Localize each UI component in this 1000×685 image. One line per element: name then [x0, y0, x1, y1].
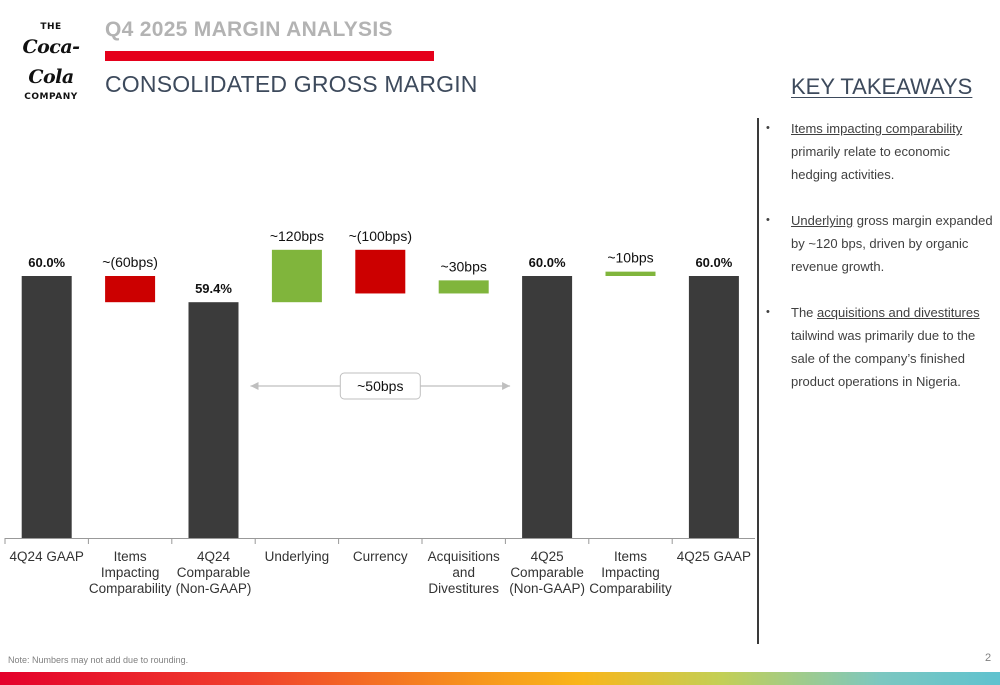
red-accent-bar	[105, 51, 434, 61]
footnote: Note: Numbers may not add due to roundin…	[8, 655, 189, 665]
bar-decrease	[355, 249, 406, 294]
bullet-icon: •	[766, 214, 770, 226]
bar-increase	[271, 249, 322, 303]
takeaway-item: • Items impacting comparability primarily…	[766, 117, 996, 186]
takeaway-link[interactable]: acquisitions and divestitures	[817, 305, 980, 320]
bar-total	[21, 276, 72, 538]
annotation-arrowhead-right	[502, 382, 511, 390]
category-label: 4Q24 GAAP	[10, 549, 84, 564]
data-label: ~30bps	[441, 258, 487, 274]
data-label: 60.0%	[695, 255, 732, 270]
takeaway-link[interactable]: Items impacting comparability	[791, 121, 963, 136]
bar-decrease	[105, 276, 156, 303]
takeaway-item: • Underlying gross margin expanded by ~12…	[766, 209, 996, 278]
bullet-icon: •	[766, 306, 770, 318]
bar-increase	[605, 271, 656, 276]
logo-script: Coca-Cola	[22, 36, 80, 88]
bar-total	[522, 276, 573, 538]
data-label: ~(60bps)	[102, 254, 158, 270]
category-label: Currency	[353, 549, 408, 564]
data-label: ~10bps	[607, 250, 653, 266]
data-label: ~120bps	[270, 228, 324, 244]
annotation-arrowhead-left	[250, 382, 259, 390]
brand-gradient-bar	[0, 672, 1000, 685]
bar-total	[188, 302, 239, 538]
takeaways-list: • Items impacting comparability primarily…	[766, 117, 996, 416]
bar-increase	[438, 280, 489, 294]
data-label: 59.4%	[195, 281, 232, 296]
data-label: ~(100bps)	[349, 228, 412, 244]
category-label: 4Q25 Comparable (Non-GAAP)	[509, 549, 585, 596]
section-kicker: Q4 2025 MARGIN ANALYSIS	[105, 18, 393, 41]
logo-company: COMPANY	[24, 92, 78, 102]
bar-total	[688, 276, 739, 538]
page-number: 2	[985, 652, 992, 664]
annotation-label: ~50bps	[357, 378, 403, 394]
data-label: 60.0%	[529, 255, 566, 270]
category-label: 4Q24 Comparable (Non-GAAP)	[176, 549, 252, 596]
waterfall-chart: 60.0% 4Q24 GAAP ~(60bps) Items Impacting Comp…	[4, 228, 755, 596]
category-label: Items Impacting Comparability	[89, 549, 172, 596]
takeaway-link[interactable]: Underlying	[791, 213, 854, 228]
vertical-divider	[757, 118, 759, 644]
category-label: Underlying	[265, 549, 330, 564]
annotation-box	[339, 372, 421, 400]
page-title: CONSOLIDATED GROSS MARGIN	[105, 71, 478, 97]
category-label: 4Q25 GAAP	[677, 549, 751, 564]
category-label: Acquisitions and Divestitures	[428, 549, 500, 596]
coca-cola-logo: THE Coca-Cola COMPANY	[10, 22, 92, 102]
data-label: 60.0%	[28, 255, 65, 270]
bullet-icon: •	[766, 122, 770, 134]
key-takeaways-title: KEY TAKEAWAYS	[791, 74, 973, 99]
category-label: Items Impacting Comparability	[589, 549, 672, 596]
logo-the: THE	[40, 22, 62, 32]
takeaway-item: • The acquisitions and divestitures tailw…	[766, 301, 996, 393]
